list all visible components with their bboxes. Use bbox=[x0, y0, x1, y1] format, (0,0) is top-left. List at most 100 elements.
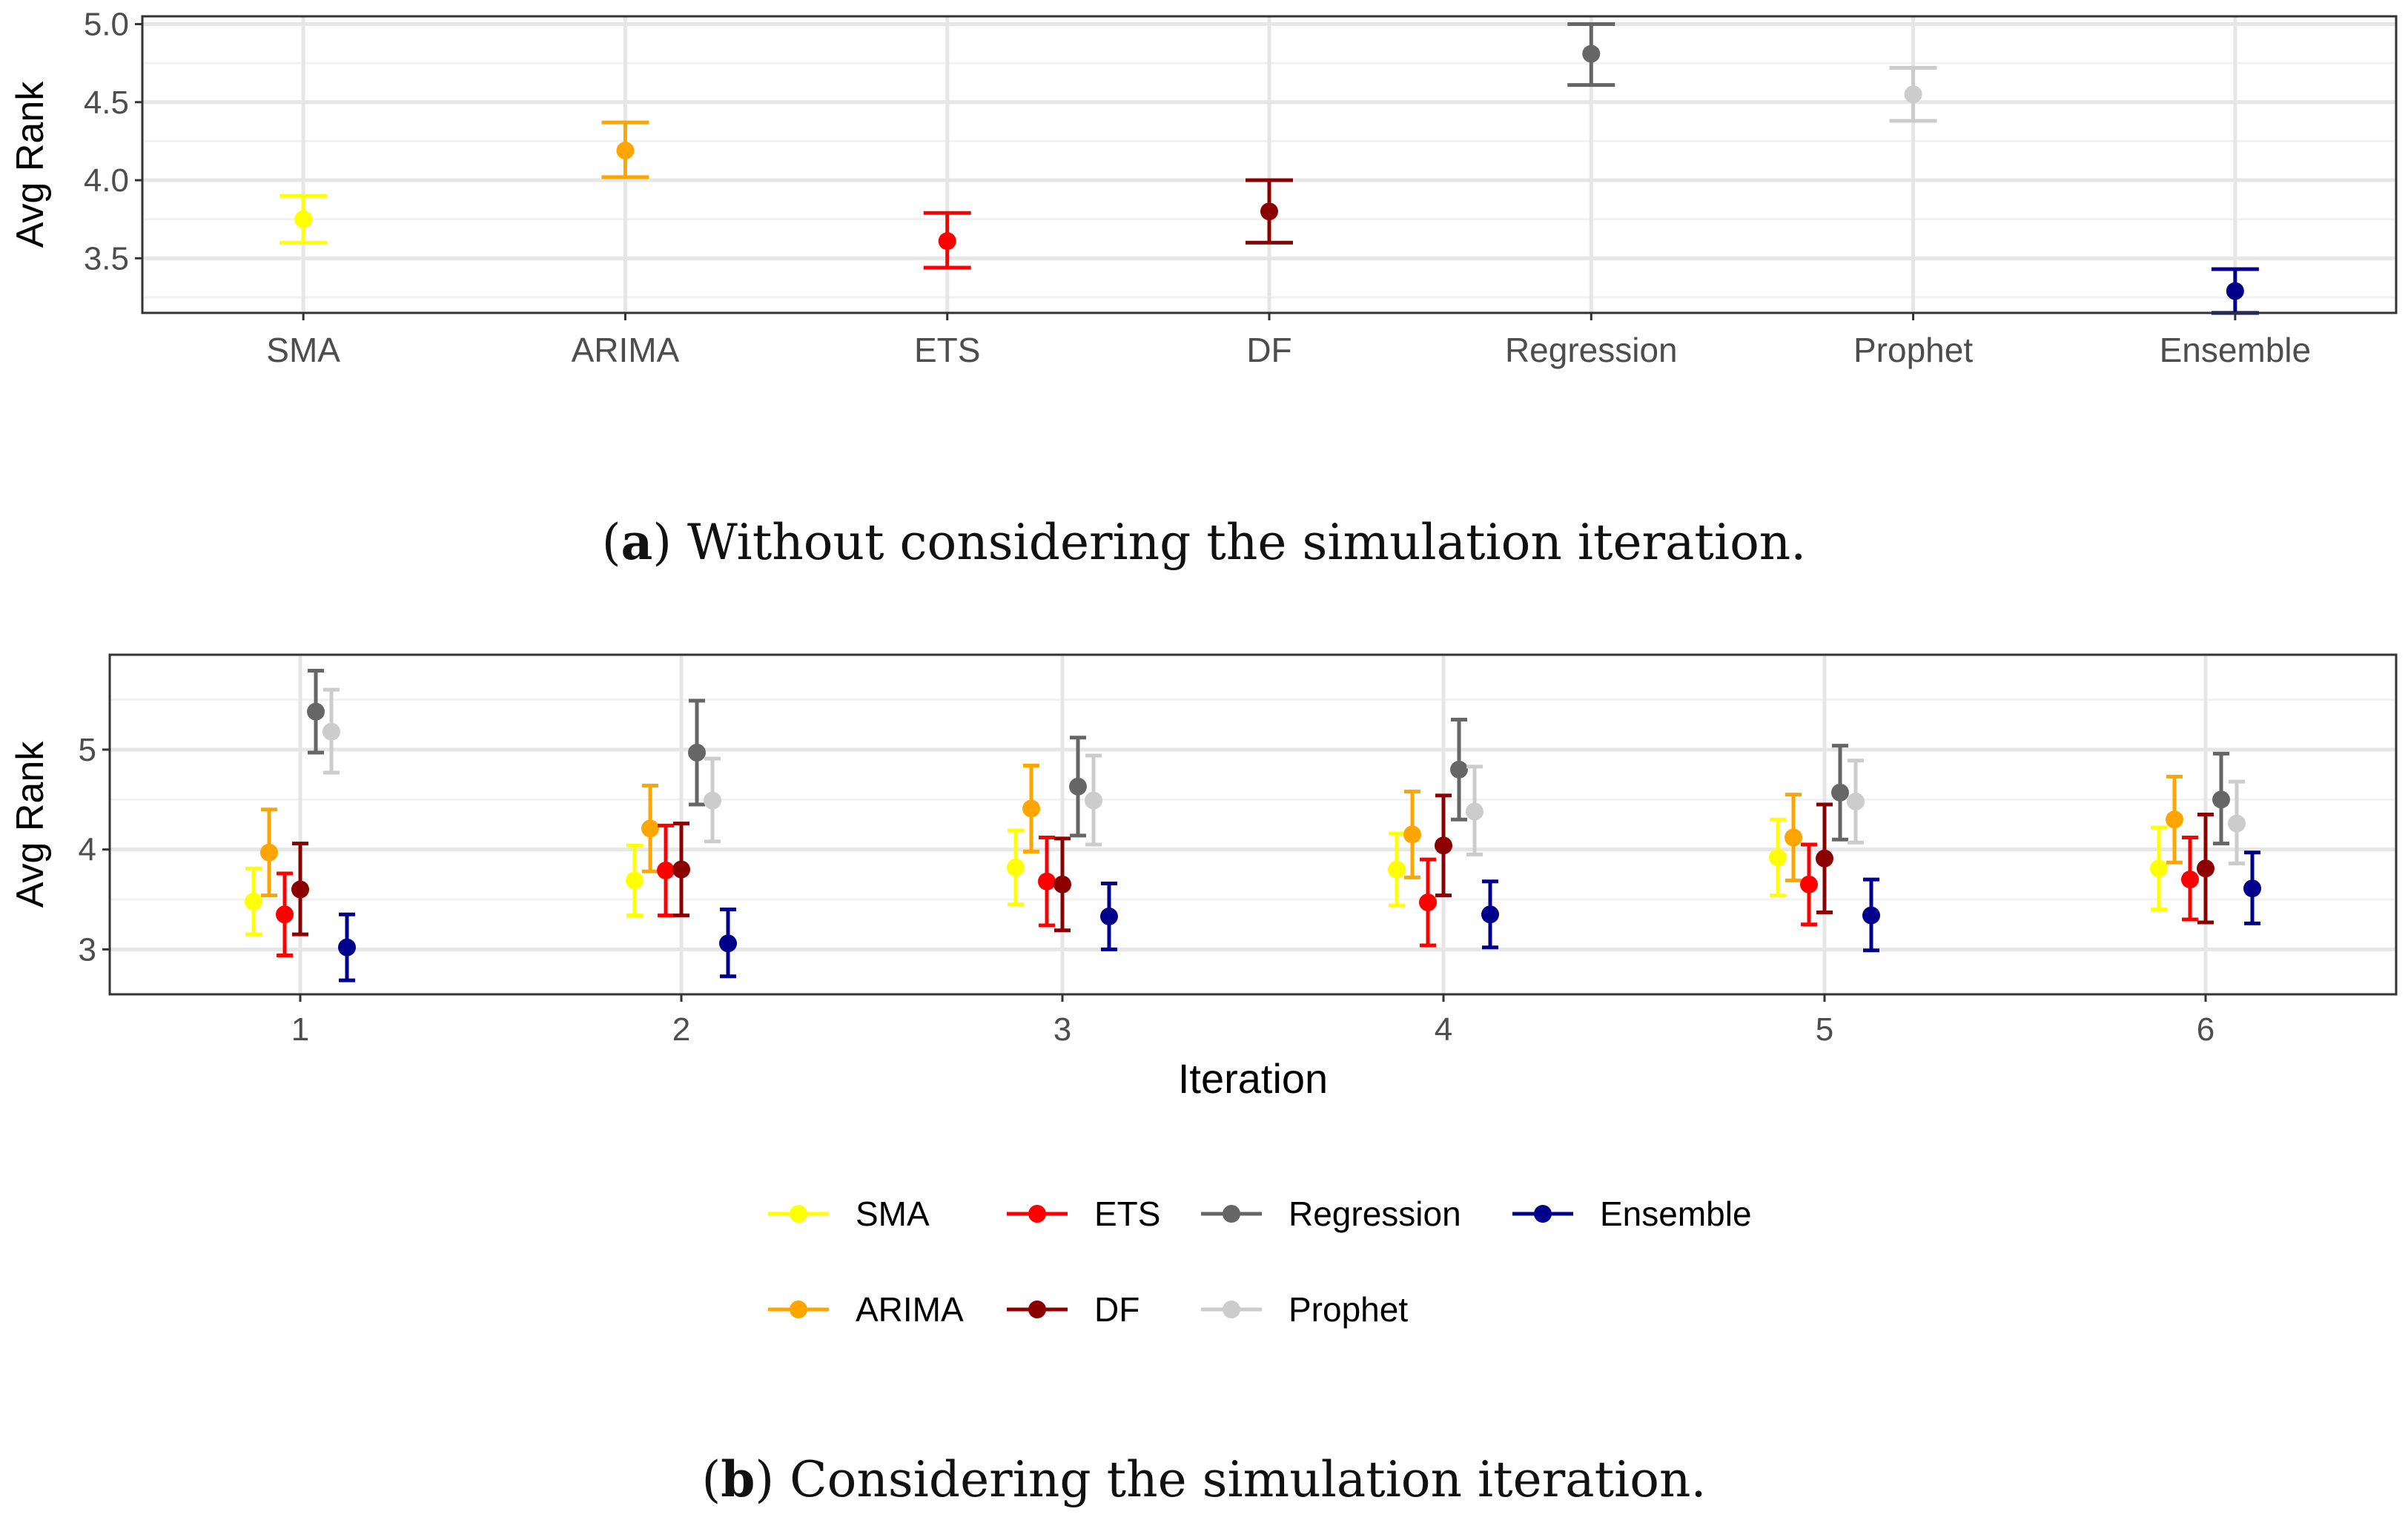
point-ensemble bbox=[1100, 907, 1118, 925]
point-prophet bbox=[1847, 793, 1865, 811]
legend-label: Ensemble bbox=[1600, 1195, 1752, 1233]
errorbar-arima-iter-6 bbox=[2166, 774, 2183, 865]
point-arima bbox=[260, 843, 278, 862]
errorbar-arima-iter-5 bbox=[1784, 793, 1802, 882]
errorbar-arima-iter-3 bbox=[1022, 764, 1040, 853]
errorbar-ets bbox=[923, 211, 971, 270]
panel-a-chart: 3.5 4.0 4.5 5.0 SMA ARIMA ETS DF Regression Proph… bbox=[9, 7, 2398, 369]
errorbar-ensemble-iter-5 bbox=[1862, 877, 1880, 953]
point-df bbox=[1816, 849, 1833, 868]
errorbar-ets-iter-6 bbox=[2181, 836, 2199, 922]
point-df bbox=[672, 860, 690, 879]
legend-key-point bbox=[1223, 1301, 1240, 1318]
errorbar-arima-iter-2 bbox=[641, 783, 659, 873]
point-ets bbox=[1419, 893, 1437, 912]
legend-label: DF bbox=[1094, 1290, 1140, 1329]
legend-key-point bbox=[1028, 1205, 1046, 1223]
x-tick-label: ETS bbox=[914, 331, 980, 369]
point-arima bbox=[1022, 799, 1040, 818]
y-tick-label: 4.0 bbox=[84, 162, 129, 199]
series-prophet bbox=[322, 687, 2246, 866]
point-regression bbox=[2212, 790, 2230, 809]
legend-label: ARIMA bbox=[856, 1290, 964, 1329]
legend-key-point bbox=[790, 1205, 807, 1223]
point-sma bbox=[1007, 858, 1025, 876]
errorbar-ensemble-iter-6 bbox=[2243, 850, 2261, 925]
point-ensemble bbox=[1862, 906, 1880, 925]
x-tick-label: 4 bbox=[1435, 1011, 1452, 1048]
point-sma bbox=[2150, 859, 2168, 878]
errorbar-regression-iter-6 bbox=[2212, 751, 2230, 846]
point-prophet bbox=[704, 791, 721, 810]
panel-b-legend: SMA ARIMA ETS DF Regression Prophet Ensemble bbox=[768, 1195, 1752, 1329]
point-sma bbox=[1769, 848, 1787, 867]
errorbar-df-iter-5 bbox=[1816, 802, 1833, 915]
series-df bbox=[291, 793, 2214, 936]
point-regression bbox=[1450, 760, 1468, 779]
x-tick-label: Ensemble bbox=[2160, 331, 2312, 369]
point-df bbox=[291, 880, 309, 899]
point-df bbox=[1260, 202, 1278, 221]
errorbar-ets-iter-5 bbox=[1800, 842, 1818, 927]
legend-label: Prophet bbox=[1289, 1290, 1408, 1329]
legend-item-sma: SMA bbox=[768, 1195, 930, 1233]
errorbar-prophet-iter-6 bbox=[2228, 779, 2246, 866]
legend-item-df: DF bbox=[1007, 1290, 1140, 1329]
legend-key-point bbox=[1534, 1205, 1552, 1223]
point-ets bbox=[657, 861, 675, 879]
y-axis-title: Avg Rank bbox=[9, 81, 52, 248]
errorbar-regression-iter-2 bbox=[688, 698, 706, 807]
errorbar-ensemble-iter-3 bbox=[1100, 881, 1118, 951]
point-arima bbox=[616, 142, 635, 160]
point-ets bbox=[1038, 872, 1056, 891]
errorbar-sma-iter-4 bbox=[1388, 831, 1406, 908]
point-df bbox=[1435, 836, 1452, 855]
y-tick-label: 4 bbox=[79, 832, 96, 868]
errorbar-arima bbox=[601, 120, 649, 179]
errorbar-prophet-iter-2 bbox=[704, 756, 721, 844]
point-ensemble bbox=[338, 938, 356, 957]
series-regression bbox=[307, 669, 2230, 846]
legend-key-point bbox=[1223, 1205, 1240, 1223]
point-sma bbox=[245, 892, 262, 911]
point-arima bbox=[1403, 825, 1421, 844]
point-prophet bbox=[2228, 814, 2246, 833]
point-arima bbox=[2166, 810, 2183, 829]
point-arima bbox=[1784, 828, 1802, 847]
point-ensemble bbox=[1481, 905, 1499, 924]
errorbar-sma-iter-5 bbox=[1769, 817, 1787, 898]
errorbar-df-iter-6 bbox=[2197, 813, 2214, 925]
point-ensemble bbox=[719, 934, 737, 953]
series-arima bbox=[260, 764, 2183, 898]
errorbar-prophet bbox=[1889, 65, 1937, 123]
y-tick-label: 5.0 bbox=[84, 7, 129, 43]
errorbar-ensemble-iter-4 bbox=[1481, 879, 1499, 950]
y-axis-title: Avg Rank bbox=[9, 741, 52, 908]
legend-item-ets: ETS bbox=[1007, 1195, 1160, 1233]
x-axis-title: Iteration bbox=[1178, 1055, 1328, 1102]
legend-key-point bbox=[790, 1301, 807, 1318]
point-arima bbox=[641, 819, 659, 838]
x-tick-label: Regression bbox=[1505, 331, 1678, 369]
errorbar-regression-iter-4 bbox=[1450, 718, 1468, 822]
x-tick-label: 5 bbox=[1816, 1011, 1833, 1048]
x-tick-label: 3 bbox=[1054, 1011, 1071, 1048]
errorbar-df-iter-4 bbox=[1435, 793, 1452, 898]
point-prophet bbox=[322, 722, 340, 741]
point-regression bbox=[1069, 777, 1087, 796]
point-sma bbox=[626, 871, 644, 890]
errorbar-df-iter-2 bbox=[672, 822, 690, 918]
errorbar-prophet-iter-3 bbox=[1085, 753, 1102, 847]
caption-a: (a) Without considering the simulation i… bbox=[602, 513, 1807, 571]
errorbar-ets-iter-2 bbox=[657, 823, 675, 918]
point-ensemble bbox=[2226, 282, 2244, 300]
errorbar-regression-iter-1 bbox=[307, 669, 325, 755]
y-tick-label: 3 bbox=[79, 931, 96, 968]
legend-item-ensemble: Ensemble bbox=[1512, 1195, 1752, 1233]
point-ets bbox=[2181, 870, 2199, 889]
point-df bbox=[1054, 875, 1071, 893]
errorbar-prophet-iter-1 bbox=[322, 687, 340, 775]
x-tick-label: ARIMA bbox=[572, 331, 680, 369]
point-df bbox=[2197, 859, 2214, 878]
